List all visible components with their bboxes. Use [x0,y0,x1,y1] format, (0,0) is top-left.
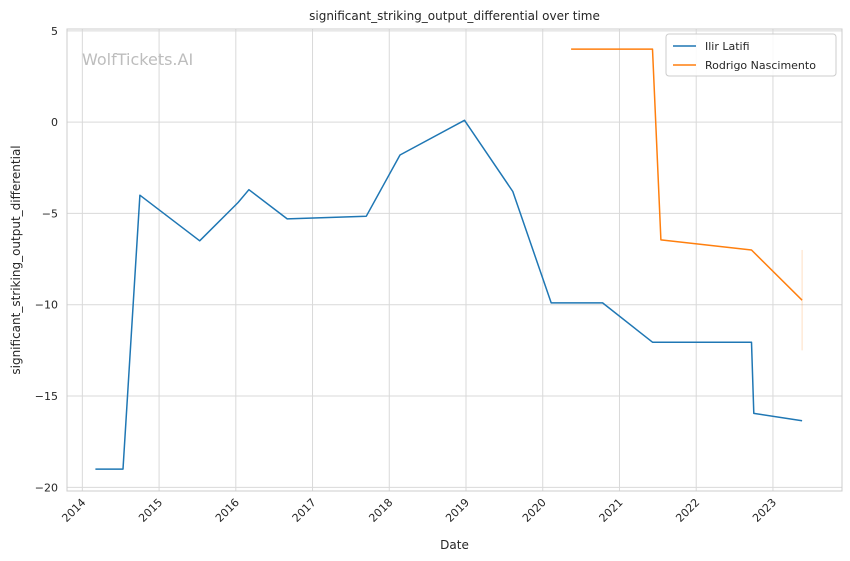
y-tick-label: −10 [35,299,58,312]
plot-frame [66,28,843,492]
x-axis-title: Date [440,538,469,552]
y-tick-label: −20 [35,481,58,494]
x-tick-label: 2016 [213,496,242,525]
x-tick-label: 2017 [290,496,319,525]
grid [67,29,842,491]
legend-label: Ilir Latifi [705,40,750,53]
y-tick-label: 0 [51,116,58,129]
x-tick-label: 2023 [750,496,779,525]
y-axis-title: significant_striking_output_differential [9,145,23,374]
x-tick-label: 2021 [597,496,626,525]
watermark: WolfTickets.AI [82,50,193,69]
y-axis-ticks: 5 0 −5 −10 −15 −20 [35,25,58,495]
legend-label: Rodrigo Nascimento [705,59,816,72]
y-tick-label: 5 [51,25,58,38]
series-line-rodrigo-nascimento [571,48,803,301]
x-tick-label: 2015 [136,496,165,525]
x-tick-label: 2014 [59,496,88,525]
x-tick-label: 2020 [520,496,549,525]
series-line-ilir-latifi [95,119,803,470]
series-layer [95,48,803,470]
legend-box [665,33,837,77]
x-tick-label: 2018 [366,496,395,525]
y-tick-label: −5 [42,207,58,220]
chart-title: significant_striking_output_differential… [309,9,600,23]
y-tick-label: −15 [35,390,58,403]
x-tick-label: 2022 [673,496,702,525]
legend: Ilir Latifi Rodrigo Nascimento [665,33,837,77]
x-tick-label: 2019 [443,496,472,525]
x-axis-ticks: 2014 2015 2016 2017 2018 2019 2020 2021 2022 2023 [59,496,779,525]
